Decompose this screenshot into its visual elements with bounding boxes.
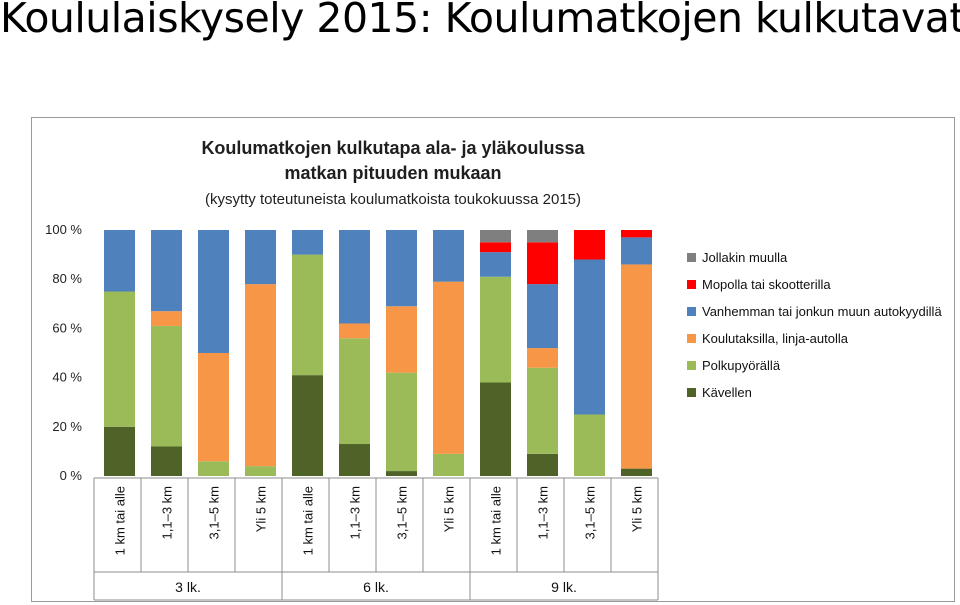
bar-segment <box>104 291 135 427</box>
bar-segment <box>198 230 229 353</box>
bar-segment <box>480 252 511 277</box>
x-category-label: 3,1–5 km <box>583 486 598 539</box>
bar-segment <box>339 444 370 476</box>
bar-segment <box>480 276 511 383</box>
bar-segment <box>151 325 182 447</box>
bar-segment <box>527 453 558 476</box>
bar-segment <box>151 230 182 312</box>
legend-swatch <box>687 280 696 289</box>
bar-segment <box>292 230 323 255</box>
bar-segment <box>245 284 276 467</box>
bar-segment <box>433 230 464 282</box>
x-group-label: 3 lk. <box>175 579 201 595</box>
bar-segment <box>198 353 229 462</box>
x-group-label: 9 lk. <box>551 579 577 595</box>
y-tick-label: 100 % <box>45 222 82 237</box>
stacked-bar-chart: Koulumatkojen kulkutapa ala- ja yläkoulu… <box>45 138 942 601</box>
bar-segment <box>574 230 605 260</box>
bar-segment <box>386 372 417 472</box>
bar-segment <box>433 453 464 476</box>
bar-segment <box>104 426 135 476</box>
bar-segment <box>527 230 558 243</box>
legend-swatch <box>687 388 696 397</box>
bar-segment <box>621 468 652 476</box>
bar-segment <box>574 414 605 476</box>
x-category-label: 1 km tai alle <box>301 486 316 555</box>
legend-swatch <box>687 253 696 262</box>
chart-frame: Koulumatkojen kulkutapa ala- ja yläkoulu… <box>31 117 955 602</box>
bar-segment <box>574 259 605 415</box>
bar-segment <box>151 311 182 326</box>
bar-segment <box>480 382 511 476</box>
bar-segment <box>292 254 323 376</box>
chart-title-line-1: Koulumatkojen kulkutapa ala- ja yläkoulu… <box>201 138 585 158</box>
bar-segment <box>104 230 135 292</box>
bar-segment <box>198 461 229 476</box>
legend-swatch <box>687 307 696 316</box>
legend-label: Kävellen <box>702 385 752 400</box>
y-tick-label: 20 % <box>52 419 82 434</box>
bars-layer <box>104 230 652 476</box>
x-category-label: 1 km tai alle <box>113 486 128 555</box>
bar-segment <box>245 230 276 285</box>
bar-segment <box>339 323 370 339</box>
x-group-label: 6 lk. <box>363 579 389 595</box>
bar-segment <box>339 338 370 445</box>
bar-segment <box>621 237 652 265</box>
bar-segment <box>527 367 558 454</box>
y-tick-label: 40 % <box>52 370 82 385</box>
legend-swatch <box>687 361 696 370</box>
bar-segment <box>527 348 558 368</box>
x-category-label: 3,1–5 km <box>395 486 410 539</box>
legend-label: Koulutaksilla, linja-autolla <box>702 331 849 346</box>
bar-segment <box>433 281 464 454</box>
x-category-label: Yli 5 km <box>630 486 645 532</box>
x-category-label: 1,1–3 km <box>536 486 551 539</box>
x-category-label: 1,1–3 km <box>348 486 363 539</box>
y-tick-label: 80 % <box>52 271 82 286</box>
bar-segment <box>527 242 558 285</box>
bar-segment <box>527 284 558 349</box>
legend-label: Vanhemman tai jonkun muun autokyydillä <box>702 304 942 319</box>
legend-swatch <box>687 334 696 343</box>
y-tick-label: 0 % <box>60 468 83 483</box>
x-category-label: Yli 5 km <box>254 486 269 532</box>
x-category-label: 1,1–3 km <box>160 486 175 539</box>
chart-title-line-2: matkan pituuden mukaan <box>284 163 501 183</box>
bar-segment <box>621 264 652 469</box>
bar-segment <box>245 466 276 476</box>
bar-segment <box>292 375 323 476</box>
x-category-label: 3,1–5 km <box>207 486 222 539</box>
bar-segment <box>339 230 370 324</box>
x-category-label: 1 km tai alle <box>489 486 504 555</box>
bar-segment <box>386 306 417 373</box>
legend-label: Polkupyörällä <box>702 358 781 373</box>
slide-title: Koululaiskysely 2015: Koulumatkojen kulk… <box>0 0 960 42</box>
y-tick-label: 60 % <box>52 320 82 335</box>
bar-segment <box>386 471 417 476</box>
bar-segment <box>480 230 511 243</box>
legend-label: Jollakin muulla <box>702 250 788 265</box>
bar-segment <box>621 230 652 238</box>
legend-label: Mopolla tai skootterilla <box>702 277 831 292</box>
chart-subtitle: (kysytty toteutuneista koulumatkoista to… <box>205 191 581 208</box>
x-category-label: Yli 5 km <box>442 486 457 532</box>
bar-segment <box>386 230 417 307</box>
bar-segment <box>151 446 182 476</box>
legend: Jollakin muulla Mopolla tai skootterilla V… <box>687 250 942 400</box>
bar-segment <box>480 242 511 253</box>
axis-layer: 0 % 20 % 40 % 60 % 80 % 100 % 1 km tai alle 1,1… <box>45 222 659 601</box>
